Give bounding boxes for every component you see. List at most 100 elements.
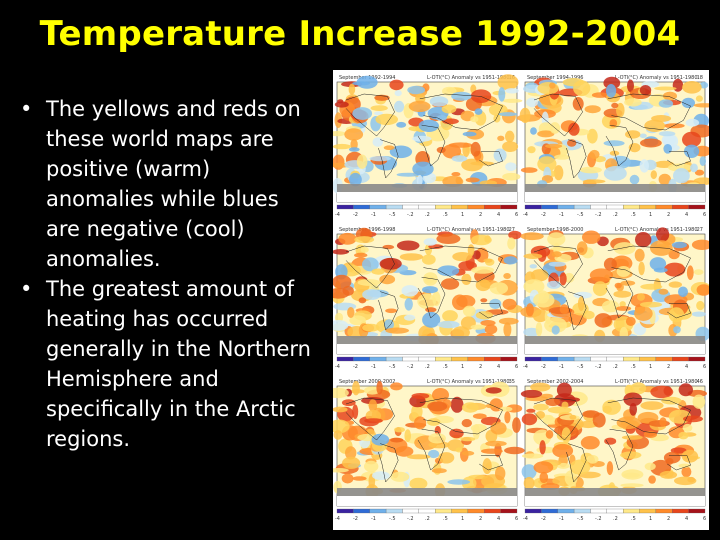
- scale-swatch: [672, 356, 689, 362]
- scale-swatch: [541, 508, 558, 514]
- scale-tick-label: .2: [425, 516, 430, 522]
- slide-title: Temperature Increase 1992-2004: [39, 14, 681, 54]
- scale-tick-label: 6: [703, 516, 706, 522]
- scale-swatch: [467, 508, 485, 514]
- scale-swatch: [369, 204, 387, 210]
- scale-tick-label: 6: [515, 516, 518, 522]
- scale-swatch: [353, 508, 370, 514]
- scale-swatch: [655, 204, 673, 210]
- scale-tick-label: -1: [559, 212, 564, 218]
- scale-swatch: [590, 204, 608, 210]
- scale-swatch: [541, 204, 558, 210]
- scale-tick-label: -1: [559, 364, 564, 370]
- scale-tick-label: 4: [497, 516, 500, 522]
- scale-swatch: [524, 356, 542, 362]
- scale-swatch: [336, 356, 354, 362]
- scale-swatch: [418, 356, 436, 362]
- scale-tick-label: -4: [523, 364, 528, 370]
- scale-swatch: [500, 204, 518, 210]
- scale-tick-label: -.5: [577, 212, 584, 218]
- scale-tick-label: -1: [371, 364, 376, 370]
- scale-tick-label: 2: [479, 516, 482, 522]
- scale-tick-label: 1: [461, 212, 464, 218]
- scale-tick-label: -1: [371, 212, 376, 218]
- map-global-value: .35: [507, 379, 515, 385]
- scale-tick-label: 2: [479, 212, 482, 218]
- scale-tick-label: -.5: [389, 516, 396, 522]
- anomaly-map: September 1996-1998 L-OTI(°C) Anomaly vs …: [333, 227, 523, 370]
- scale-swatch: [557, 356, 575, 362]
- scale-tick-label: .2: [425, 212, 430, 218]
- map-caption: L-OTI(°C) Anomaly vs 1951-1980: [427, 75, 510, 81]
- scale-tick-label: .5: [443, 364, 448, 370]
- scale-tick-label: 2: [667, 212, 670, 218]
- anomaly-map-grid: September 1992-1994 L-OTI(°C) Anomaly vs …: [333, 70, 709, 530]
- bullet-icon: •: [20, 97, 33, 121]
- scale-tick-label: -4: [335, 516, 340, 522]
- scale-swatch: [336, 508, 354, 514]
- anomaly-map: September 2000-2002 L-OTI(°C) Anomaly vs …: [333, 379, 525, 522]
- scale-swatch: [402, 508, 420, 514]
- scale-tick-label: .2: [613, 212, 618, 218]
- scale-swatch: [385, 356, 403, 362]
- scale-tick-label: .5: [443, 212, 448, 218]
- scale-swatch: [402, 356, 420, 362]
- scale-tick-label: -.2: [595, 516, 602, 522]
- scale-tick-label: 6: [515, 364, 518, 370]
- scale-swatch: [688, 356, 706, 362]
- scale-tick-label: -2: [353, 516, 358, 522]
- scale-swatch: [655, 356, 673, 362]
- scale-swatch: [655, 508, 673, 514]
- bullet-list: • The yellows and reds on these world ma…: [18, 94, 318, 454]
- scale-swatch: [418, 508, 436, 514]
- scale-swatch: [573, 508, 591, 514]
- scale-tick-label: -.5: [577, 364, 584, 370]
- scale-tick-label: 2: [667, 364, 670, 370]
- scale-tick-label: -.2: [595, 212, 602, 218]
- scale-tick-label: 1: [461, 364, 464, 370]
- scale-swatch: [590, 508, 608, 514]
- bullet-item: • The greatest amount of heating has occ…: [18, 274, 318, 454]
- scale-tick-label: 4: [685, 212, 688, 218]
- map-title: September 1998-2000: [527, 227, 583, 233]
- scale-tick-label: -.5: [389, 364, 396, 370]
- scale-swatch: [557, 204, 575, 210]
- scale-swatch: [336, 204, 354, 210]
- scale-swatch: [369, 508, 387, 514]
- map-caption: L-OTI(°C) Anomaly vs 1951-1980: [615, 379, 698, 385]
- map-caption: L-OTI(°C) Anomaly vs 1951-1980: [427, 379, 510, 385]
- scale-swatch: [435, 204, 452, 210]
- scale-swatch: [353, 204, 370, 210]
- scale-swatch: [451, 204, 469, 210]
- scale-tick-label: 4: [497, 212, 500, 218]
- scale-swatch: [369, 356, 387, 362]
- scale-swatch: [672, 204, 689, 210]
- map-caption: L-OTI(°C) Anomaly vs 1951-1980: [615, 75, 698, 81]
- scale-tick-label: 6: [703, 212, 706, 218]
- scale-swatch: [467, 356, 485, 362]
- scale-swatch: [623, 356, 640, 362]
- scale-tick-label: 4: [685, 516, 688, 522]
- scale-swatch: [484, 508, 501, 514]
- scale-swatch: [639, 508, 657, 514]
- scale-swatch: [606, 356, 624, 362]
- scale-tick-label: -.2: [407, 212, 414, 218]
- scale-swatch: [418, 204, 436, 210]
- scale-tick-label: -.5: [577, 516, 584, 522]
- map-title: September 1994-1996: [527, 75, 583, 81]
- scale-tick-label: -2: [541, 212, 546, 218]
- bullet-text: The greatest amount of heating has occur…: [46, 277, 311, 451]
- scale-tick-label: 6: [703, 364, 706, 370]
- scale-swatch: [467, 204, 485, 210]
- scale-swatch: [639, 204, 657, 210]
- scale-tick-label: -4: [335, 364, 340, 370]
- scale-swatch: [353, 356, 370, 362]
- scale-swatch: [484, 356, 501, 362]
- map-global-value: .18: [695, 75, 703, 81]
- scale-tick-label: .5: [631, 364, 636, 370]
- map-caption: L-OTI(°C) Anomaly vs 1951-1980: [615, 227, 698, 233]
- scale-tick-label: -.2: [595, 364, 602, 370]
- bullet-item: • The yellows and reds on these world ma…: [18, 94, 318, 274]
- scale-swatch: [688, 508, 706, 514]
- scale-swatch: [435, 508, 452, 514]
